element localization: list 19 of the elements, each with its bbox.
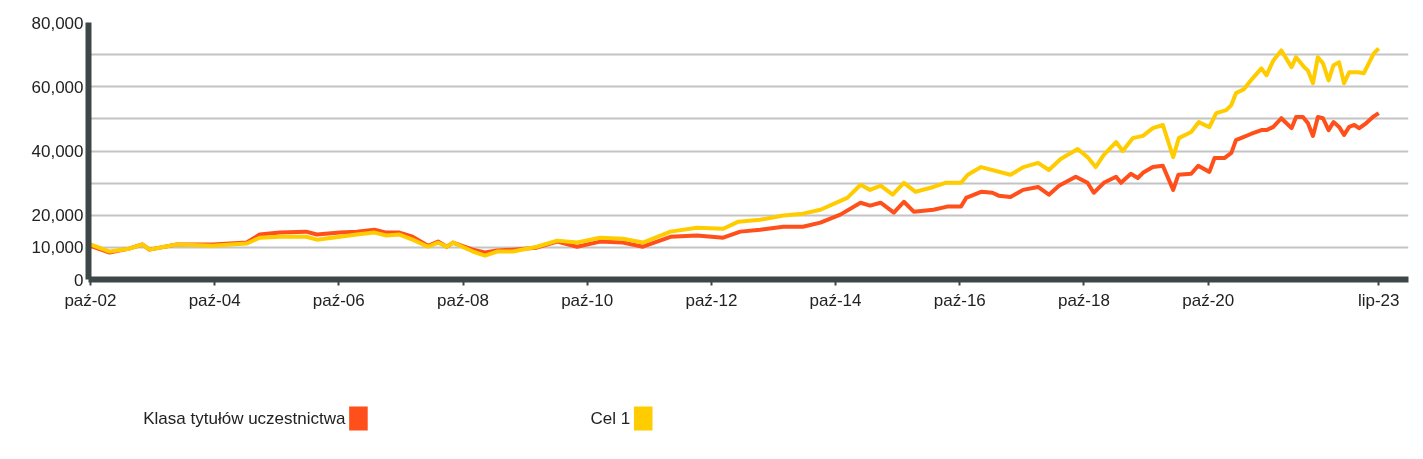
x-tick-label: paź-08 bbox=[437, 290, 490, 310]
y-tick-label: 60,000 bbox=[31, 77, 84, 97]
legend-label: Cel 1 bbox=[590, 409, 631, 428]
x-tick-label: paź-20 bbox=[1182, 290, 1235, 310]
x-tick-label: paź-04 bbox=[188, 290, 241, 310]
legend-label: Klasa tytułów uczestnictwa bbox=[143, 409, 346, 428]
x-tick-label: paź-14 bbox=[809, 290, 862, 310]
x-tick-label: paź-18 bbox=[1057, 290, 1110, 310]
x-tick-label: lip-23 bbox=[1357, 290, 1400, 310]
y-tick-label: 10,000 bbox=[31, 238, 84, 258]
y-tick-label: 20,000 bbox=[31, 206, 84, 226]
x-tick-label: paź-12 bbox=[685, 290, 738, 310]
x-tick-label: paź-16 bbox=[933, 290, 986, 310]
y-tick-label: 0 bbox=[74, 270, 84, 290]
y-tick-label: 40,000 bbox=[31, 142, 84, 161]
x-tick-label: paź-02 bbox=[64, 290, 117, 310]
x-tick-label: paź-06 bbox=[312, 290, 365, 310]
x-tick-label: paź-10 bbox=[561, 290, 614, 310]
y-tick-label: 80,000 bbox=[31, 13, 84, 33]
